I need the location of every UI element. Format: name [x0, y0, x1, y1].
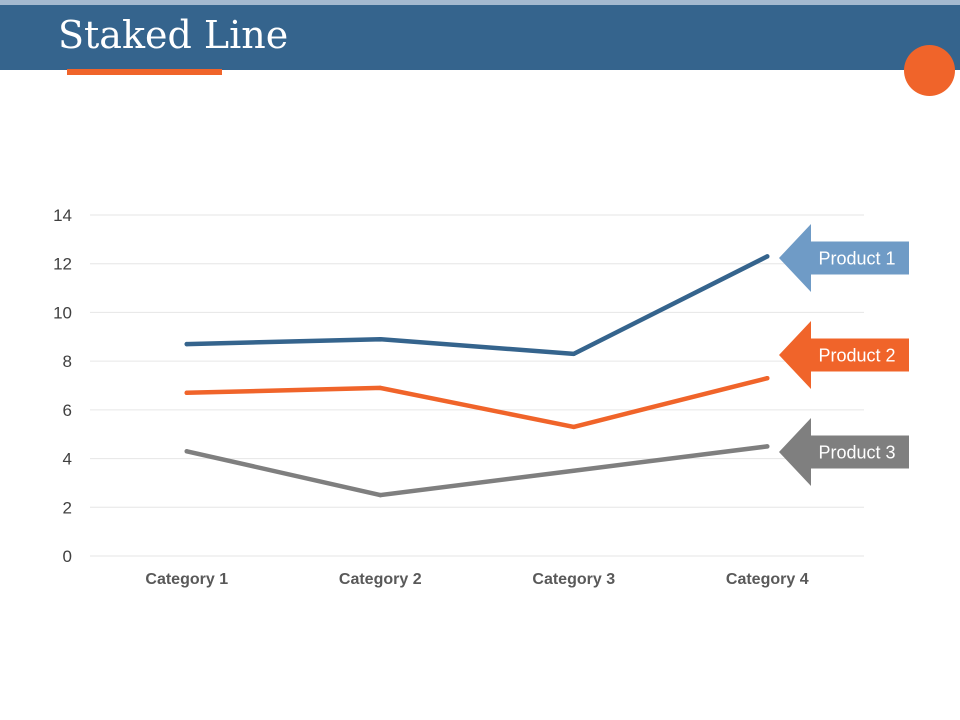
top-accent-strip	[0, 0, 960, 5]
y-axis-ticks: 0 2 4 6 8 10 12 14	[53, 206, 72, 566]
series-point	[184, 449, 189, 454]
x-axis-categories: Category 1 Category 2 Category 3 Category 4	[145, 571, 808, 588]
callout-arrow-1	[779, 224, 909, 292]
series-line-1	[184, 254, 770, 357]
series-point	[765, 444, 770, 449]
y-tick-label: 10	[53, 303, 72, 322]
series-point	[571, 351, 576, 357]
callout-arrow-2	[779, 321, 909, 389]
series-point	[571, 468, 576, 473]
y-tick-label: 4	[63, 450, 72, 469]
y-tick-label: 14	[53, 206, 72, 225]
series-point	[184, 341, 189, 347]
y-tick-label: 6	[63, 401, 72, 420]
legend-label: Product 3	[818, 443, 895, 463]
series-point	[378, 492, 383, 498]
series-point	[571, 424, 576, 430]
series-point	[378, 337, 383, 342]
series-point	[765, 375, 770, 381]
y-tick-label: 8	[63, 352, 72, 371]
callout-arrow-3	[779, 418, 909, 486]
series-point	[184, 390, 189, 396]
series-line-3	[184, 444, 770, 498]
x-category-label: Category 2	[339, 571, 422, 588]
y-tick-label: 12	[53, 255, 72, 274]
legend-label: Product 1	[818, 249, 895, 269]
series-line-2	[184, 375, 770, 430]
title-underline	[67, 69, 222, 75]
x-category-label: Category 3	[532, 571, 615, 588]
grid-lines	[90, 214, 864, 557]
series-point	[765, 254, 770, 259]
y-tick-label: 2	[63, 498, 72, 517]
x-category-label: Category 4	[726, 571, 809, 588]
slide-title: Staked Line	[58, 13, 289, 57]
legend-label: Product 2	[818, 346, 895, 366]
series-lines	[184, 254, 770, 498]
x-category-label: Category 1	[145, 571, 228, 588]
series-callouts: Product 1 Product 2 Product 3	[779, 224, 909, 486]
header-bar	[0, 5, 960, 70]
accent-circle	[904, 45, 955, 96]
series-point	[378, 385, 383, 391]
y-tick-label: 0	[63, 547, 72, 566]
